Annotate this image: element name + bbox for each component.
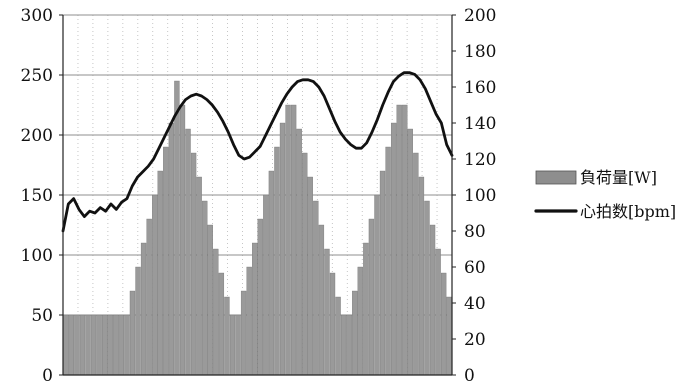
load-bar: [385, 146, 391, 376]
load-bar: [413, 152, 419, 376]
load-bar: [263, 194, 269, 376]
load-bar: [329, 272, 336, 376]
load-bar: [302, 152, 308, 376]
load-bar: [346, 314, 352, 376]
load-bar: [68, 314, 74, 376]
load-bar: [285, 104, 291, 376]
load-bar: [118, 314, 125, 376]
load-bar: [163, 146, 169, 376]
load-bar: [335, 296, 341, 376]
load-bar: [418, 176, 425, 376]
load-bar: [140, 242, 147, 376]
load-bar: [252, 242, 258, 376]
load-bar: [268, 170, 275, 376]
right-axis-tick-label: 120: [464, 150, 496, 170]
right-axis-tick-label: 100: [464, 186, 496, 206]
load-bar: [257, 218, 263, 376]
left-axis-tick-label: 150: [21, 186, 53, 206]
load-bar: [107, 314, 113, 376]
left-axis-tick-label: 250: [21, 66, 53, 86]
right-axis-tick-label: 140: [464, 114, 496, 134]
load-bar: [402, 104, 408, 376]
load-bar: [279, 122, 286, 376]
right-axis-tick-label: 160: [464, 78, 496, 98]
right-axis-tick-label: 180: [464, 42, 496, 62]
right-axis-tick-label: 20: [464, 330, 486, 350]
left-axis-tick-label: 50: [31, 306, 53, 326]
load-bar: [390, 122, 397, 376]
load-bar: [124, 314, 130, 376]
load-bar: [224, 296, 230, 376]
load-bar: [146, 218, 152, 376]
load-bar: [157, 170, 163, 376]
left-axis-tick-label: 100: [21, 246, 53, 266]
load-bar: [63, 314, 69, 376]
load-bar: [179, 104, 186, 376]
right-axis-tick-label: 40: [464, 294, 486, 314]
load-bar: [318, 224, 325, 376]
load-bar: [229, 314, 236, 376]
load-bar: [96, 314, 102, 376]
load-bar: [379, 170, 386, 376]
load-bar: [307, 176, 313, 376]
load-bar: [407, 128, 413, 376]
load-bar: [446, 296, 452, 376]
load-bar: [135, 266, 141, 376]
load-bar: [246, 266, 252, 376]
legend-load-label: 負荷量[W]: [580, 168, 657, 187]
load-bar: [363, 242, 369, 376]
load-bar: [218, 272, 225, 376]
load-bar: [85, 314, 91, 376]
right-axis-tick-label: 0: [464, 366, 475, 386]
load-bar: [424, 200, 430, 376]
load-bar: [202, 200, 208, 376]
load-bar: [357, 266, 363, 376]
load-bar: [196, 176, 202, 376]
load-bar: [290, 104, 297, 376]
load-bar: [168, 122, 175, 376]
load-bar: [368, 218, 375, 376]
load-bar: [240, 290, 247, 376]
load-bar: [435, 248, 441, 376]
load-bar: [79, 314, 86, 376]
load-bar: [235, 314, 241, 376]
load-bar: [152, 194, 158, 376]
legend-load-swatch: [535, 170, 577, 185]
right-axis-tick-label: 80: [464, 222, 486, 242]
load-bar: [185, 128, 191, 376]
load-bar: [429, 224, 436, 376]
load-bar: [296, 128, 302, 376]
load-bar: [441, 272, 447, 376]
left-axis-tick-label: 300: [21, 6, 53, 26]
load-bar: [113, 314, 119, 376]
left-axis-tick-label: 200: [21, 126, 53, 146]
load-bar: [374, 194, 380, 376]
left-axis-tick-label: 0: [42, 366, 53, 386]
load-bar: [174, 80, 180, 376]
load-bar: [274, 146, 280, 376]
load-bar: [74, 314, 80, 376]
legend-heart-rate-label: 心拍数[bpm]: [580, 202, 676, 221]
right-axis-tick-label: 200: [464, 6, 496, 26]
load-bar: [313, 200, 319, 376]
heart-rate-line: [61, 71, 454, 233]
load-bar: [352, 290, 358, 376]
load-bar: [213, 248, 219, 376]
load-bar: [90, 314, 97, 376]
load-bar: [396, 104, 402, 376]
load-bar: [207, 224, 213, 376]
right-axis-tick-label: 60: [464, 258, 486, 278]
load-bar: [190, 152, 197, 376]
load-bar: [324, 248, 330, 376]
load-bar: [340, 314, 347, 376]
load-bar: [129, 290, 136, 376]
load-bar: [102, 314, 108, 376]
